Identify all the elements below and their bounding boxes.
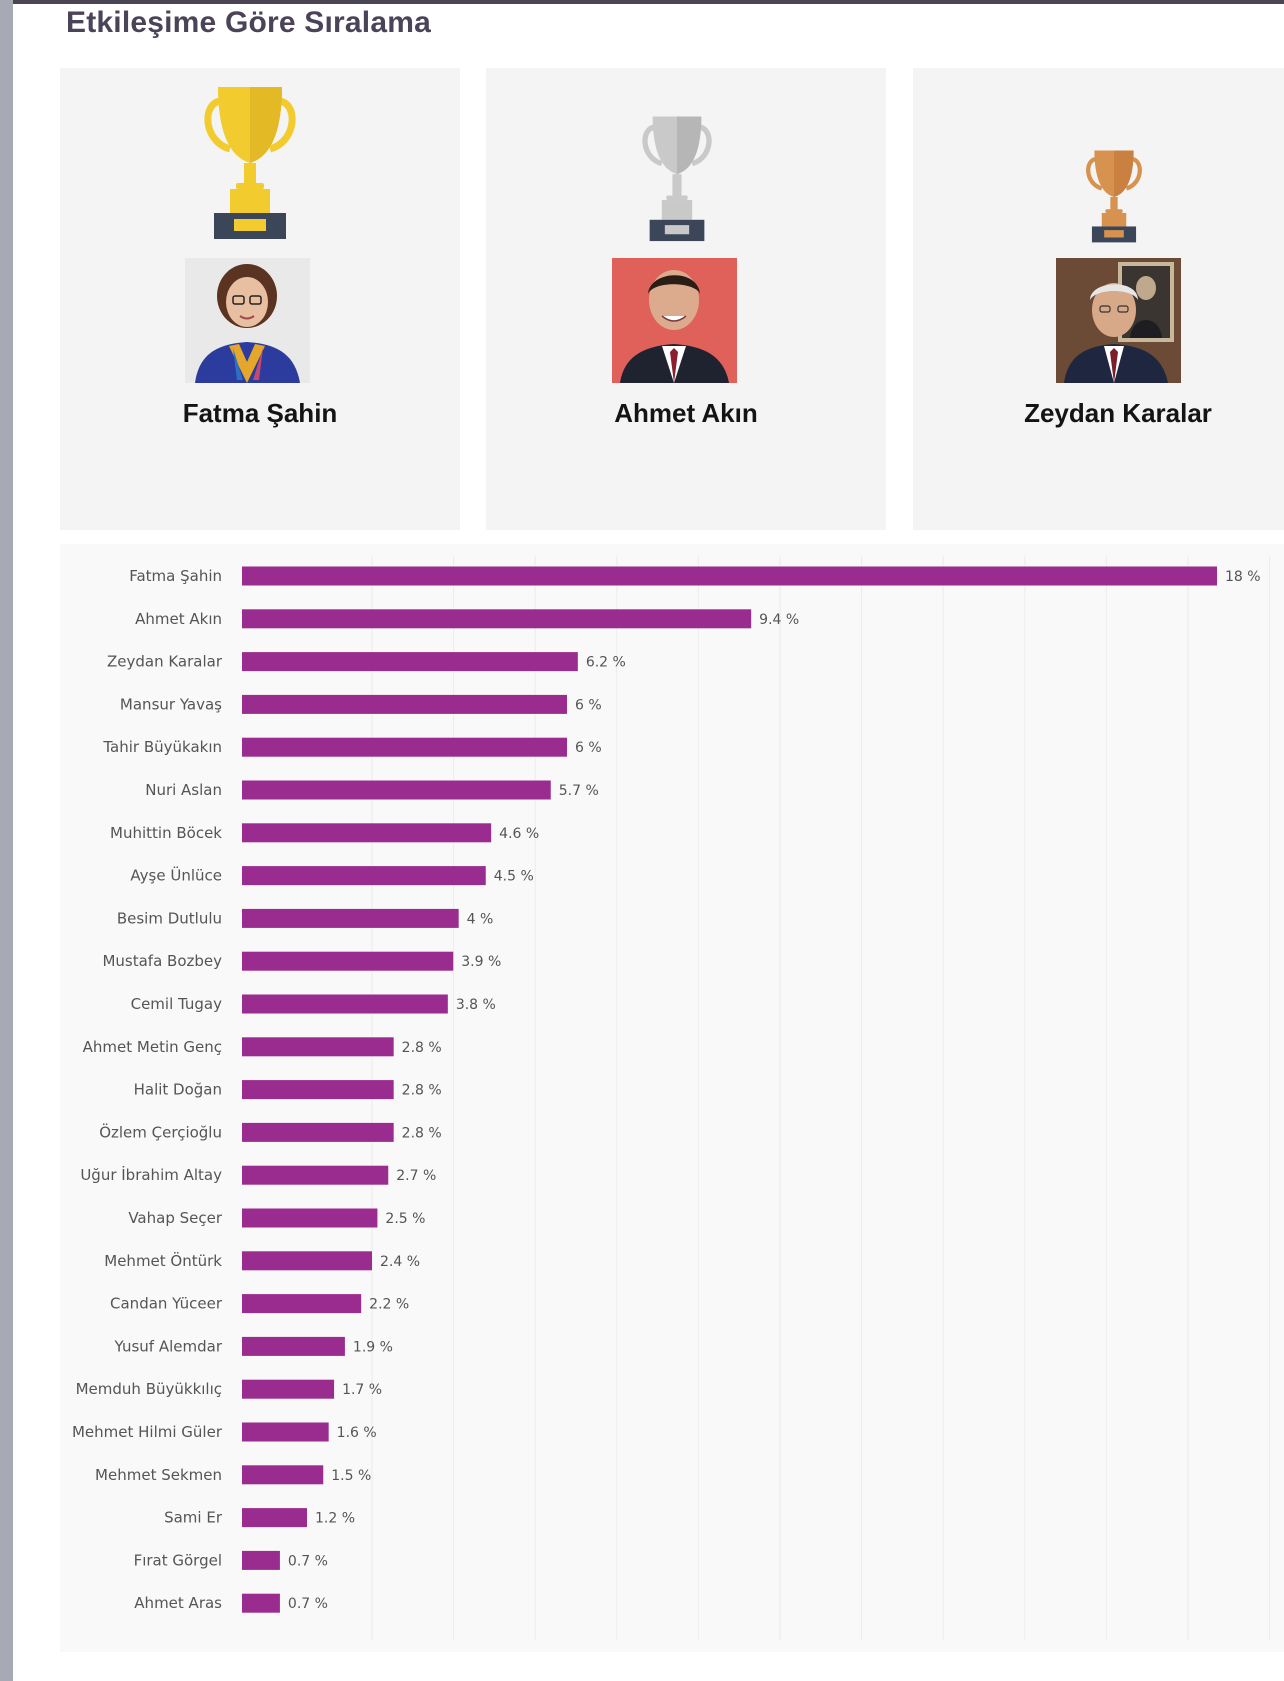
data-label: 5.7 % (559, 783, 599, 799)
data-label: 2.4 % (380, 1254, 420, 1270)
category-label: Ayşe Ünlüce (130, 866, 222, 885)
data-label: 3.8 % (456, 997, 496, 1013)
data-label: 1.7 % (342, 1382, 382, 1398)
data-label: 4.6 % (499, 826, 539, 842)
bar[interactable] (242, 1122, 394, 1142)
data-label: 2.8 % (402, 1040, 442, 1056)
bar[interactable] (242, 1550, 280, 1570)
category-label: Ahmet Metin Genç (83, 1038, 222, 1056)
avatar-ahmet-akin (612, 258, 737, 383)
podium-card-2[interactable]: Ahmet Akın (486, 68, 886, 530)
category-label: Nuri Aslan (145, 781, 222, 799)
data-label: 1.9 % (353, 1339, 393, 1355)
bar[interactable] (242, 1165, 389, 1185)
category-label: Memduh Büyükkılıç (76, 1380, 222, 1398)
avatar-zeydan-karalar (1056, 258, 1181, 383)
silver-trophy-icon (642, 116, 712, 242)
category-label: Muhittin Böcek (110, 824, 222, 842)
bar[interactable] (242, 908, 459, 928)
podium-name-3: Zeydan Karalar (1024, 398, 1212, 428)
data-label: 9.4 % (759, 612, 799, 628)
data-label: 6.2 % (586, 655, 626, 671)
category-label: Besim Dutlulu (117, 909, 222, 927)
bar[interactable] (242, 1080, 394, 1100)
podium-card-1[interactable]: Fatma Şahin (60, 68, 460, 530)
data-label: 1.6 % (337, 1425, 377, 1441)
bar[interactable] (242, 1208, 378, 1228)
chart-grid (371, 556, 1271, 1640)
data-label: 18 % (1225, 569, 1261, 585)
bar[interactable] (242, 1422, 329, 1442)
bar[interactable] (242, 1593, 280, 1613)
category-label: Halit Doğan (134, 1081, 222, 1099)
bar[interactable] (242, 823, 492, 843)
bar[interactable] (242, 652, 578, 672)
data-label: 2.2 % (369, 1297, 409, 1313)
avatar-fatma-sahin (185, 258, 310, 383)
podium-card-3[interactable]: Zeydan Karalar (913, 68, 1284, 530)
podium-name-2: Ahmet Akın (614, 398, 758, 428)
category-label: Tahir Büyükakın (102, 738, 222, 756)
data-label: 6 % (575, 740, 602, 756)
category-label: Sami Er (164, 1509, 223, 1527)
data-label: 3.9 % (461, 954, 501, 970)
category-label: Ahmet Akın (135, 610, 222, 628)
category-label: Vahap Seçer (128, 1209, 223, 1227)
bar[interactable] (242, 1379, 335, 1399)
category-label: Fatma Şahin (129, 567, 222, 585)
category-label: Candan Yüceer (110, 1295, 223, 1313)
engagement-chart-panel: Fatma Şahin 18 % Ahmet Akın 9.4 % Zeydan Kar… (60, 544, 1284, 1652)
category-label: Zeydan Karalar (107, 653, 223, 671)
category-label: Fırat Görgel (134, 1551, 222, 1569)
category-label: Mehmet Hilmi Güler (72, 1423, 223, 1441)
bar[interactable] (242, 1037, 394, 1057)
data-label: 2.8 % (402, 1125, 442, 1141)
bar[interactable] (242, 951, 454, 971)
engagement-bar-chart: Fatma Şahin 18 % Ahmet Akın 9.4 % Zeydan Kar… (72, 556, 1271, 1640)
category-label: Mehmet Sekmen (95, 1466, 222, 1484)
podium-name-1: Fatma Şahin (182, 398, 338, 428)
data-label: 4.5 % (494, 869, 534, 885)
data-label: 1.2 % (315, 1511, 355, 1527)
bar[interactable] (242, 866, 486, 886)
category-label: Özlem Çerçioğlu (99, 1122, 222, 1141)
bar[interactable] (242, 609, 752, 629)
bar[interactable] (242, 780, 551, 800)
data-label: 2.7 % (396, 1168, 436, 1184)
category-label: Cemil Tugay (131, 995, 223, 1013)
data-label: 6 % (575, 697, 602, 713)
category-label: Mustafa Bozbey (102, 952, 222, 970)
bar[interactable] (242, 994, 448, 1014)
bar[interactable] (242, 1465, 324, 1485)
category-label: Mansur Yavaş (120, 695, 222, 713)
bar[interactable] (242, 694, 567, 714)
bar[interactable] (242, 737, 567, 757)
left-edge-strip (0, 0, 13, 1681)
category-label: Uğur İbrahim Altay (80, 1165, 222, 1184)
bronze-trophy-icon (1086, 150, 1142, 243)
bar[interactable] (242, 1336, 345, 1356)
page-title: Etkileşime Göre Sıralama (66, 6, 431, 39)
bar[interactable] (242, 566, 1217, 586)
top-divider (13, 0, 1284, 4)
gold-trophy-icon (204, 87, 296, 239)
data-label: 2.8 % (402, 1083, 442, 1099)
bar[interactable] (242, 1508, 307, 1528)
data-label: 0.7 % (288, 1596, 328, 1612)
data-label: 4 % (467, 911, 494, 927)
bar[interactable] (242, 1251, 372, 1271)
data-label: 0.7 % (288, 1553, 328, 1569)
data-label: 2.5 % (385, 1211, 425, 1227)
data-label: 1.5 % (331, 1468, 371, 1484)
category-label: Ahmet Aras (134, 1594, 222, 1612)
category-label: Yusuf Alemdar (114, 1337, 223, 1355)
bar[interactable] (242, 1294, 362, 1314)
category-label: Mehmet Öntürk (104, 1251, 222, 1270)
